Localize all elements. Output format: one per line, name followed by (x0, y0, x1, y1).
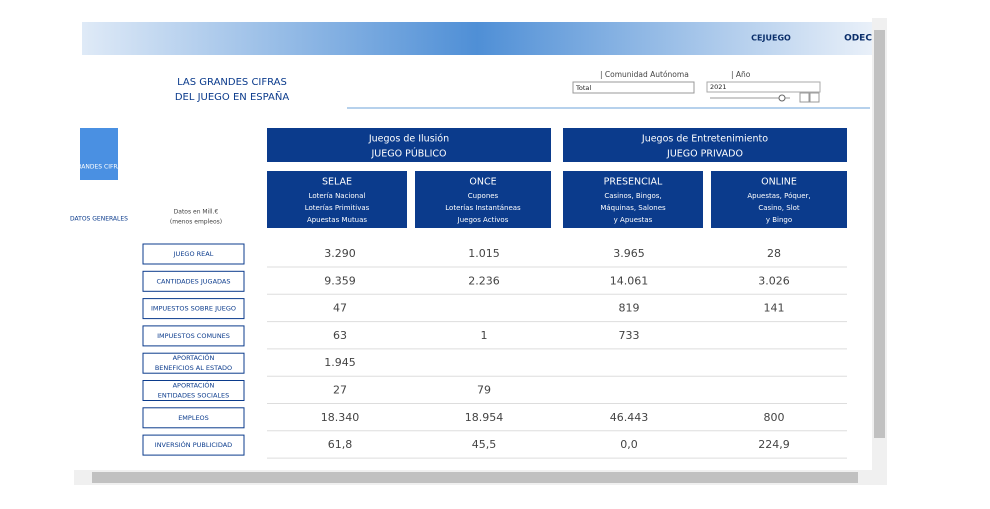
group-title: Juegos de Entretenimiento (641, 134, 768, 145)
row-label: ENTIDADES SOCIALES (158, 392, 230, 400)
column-detail: Máquinas, Salones (600, 204, 666, 212)
units: (menos empleos) (170, 219, 222, 226)
column-name: ONCE (469, 177, 496, 188)
column-detail: Juegos Activos (457, 216, 509, 224)
next[interactable] (809, 92, 820, 103)
cell: 3.965 (613, 247, 645, 260)
cell: 819 (619, 302, 640, 315)
column-name: PRESENCIAL (604, 177, 663, 188)
row-label-box[interactable] (142, 298, 245, 320)
column-detail: Apuestas Mutuas (307, 216, 367, 224)
prev[interactable] (799, 92, 810, 103)
column-detail: Apuestas, Póquer, (747, 192, 810, 200)
column-detail: Loterías Primitivas (305, 204, 370, 212)
column-detail: Lotería Nacional (309, 192, 366, 200)
year-input[interactable] (706, 81, 821, 93)
title: DEL JUEGO EN ESPAÑA (175, 90, 290, 103)
region-select[interactable] (572, 81, 695, 94)
column-detail: Cupones (468, 192, 499, 200)
row-label-box[interactable] (142, 352, 245, 374)
title: LAS GRANDES CIFRAS (177, 77, 287, 88)
sidebar-label[interactable]: GRANDES CIFRAS (73, 164, 126, 171)
row-label: IMPUESTOS COMUNES (157, 332, 230, 340)
cell: 79 (477, 384, 491, 397)
units: Datos en Mill.€ (174, 209, 219, 216)
filter-label: | Comunidad Autónoma (600, 70, 689, 79)
column-box (267, 171, 407, 228)
cell: 14.061 (610, 274, 649, 287)
column-box (563, 171, 703, 228)
cell: 733 (619, 329, 640, 342)
row-label: CANTIDADES JUGADAS (157, 277, 231, 285)
column-detail: Casinos, Bingos, (604, 192, 661, 200)
row-label: APORTACIÓN (173, 381, 215, 390)
row-label-box[interactable] (142, 270, 245, 292)
cell: 3.290 (324, 247, 356, 260)
sidebar-label[interactable]: DATOS GENERALES (70, 216, 128, 223)
column-detail: y Apuestas (614, 216, 653, 224)
column-box (711, 171, 847, 228)
row-label: IMPUESTOS SOBRE JUEGO (151, 305, 236, 313)
slider-knob[interactable] (778, 94, 786, 102)
row-label: INVERSIÓN PUBLICIDAD (155, 440, 232, 449)
cell: 63 (333, 329, 347, 342)
cell: 800 (764, 411, 785, 424)
cell: 0,0 (620, 438, 638, 451)
cell: 18.340 (321, 411, 360, 424)
group-title: JUEGO PRIVADO (666, 149, 743, 160)
cell: 27 (333, 384, 347, 397)
row-label-box[interactable] (142, 434, 245, 456)
group-title: Juegos de Ilusión (368, 134, 449, 145)
banner (82, 22, 872, 55)
row-label: BENEFICIOS AL ESTADO (155, 364, 232, 372)
cell: 61,8 (328, 438, 353, 451)
cell: 47 (333, 302, 347, 315)
column-name: SELAE (322, 177, 352, 188)
row-label-box[interactable] (142, 325, 245, 347)
column-box (415, 171, 551, 228)
row-label-box[interactable] (142, 380, 245, 401)
v-thumb[interactable] (874, 30, 885, 438)
logo2: ODEC (844, 34, 872, 44)
row-label-box[interactable] (142, 243, 245, 265)
sidebar-active[interactable] (80, 128, 118, 180)
logo: CEJUEGO (751, 34, 791, 43)
column-name: ONLINE (761, 177, 797, 188)
cell: 28 (767, 247, 781, 260)
row-label: EMPLEOS (178, 414, 209, 422)
row-label: JUEGO REAL (173, 250, 214, 258)
column-detail: Casino, Slot (758, 204, 800, 212)
cell: 9.359 (324, 274, 356, 287)
cell: 141 (764, 302, 785, 315)
cell: 45,5 (472, 438, 497, 451)
cell: 46.443 (610, 411, 649, 424)
column-detail: y Bingo (766, 216, 792, 224)
filter-value: 2021 (710, 83, 727, 91)
cell: 3.026 (758, 274, 790, 287)
cell: 18.954 (465, 411, 504, 424)
h-thumb[interactable] (92, 472, 858, 483)
filter-value: Total (575, 84, 591, 92)
column-detail: Loterías Instantáneas (445, 204, 521, 212)
cell: 1.945 (324, 356, 356, 369)
row-label-box[interactable] (142, 407, 245, 429)
group-title: JUEGO PÚBLICO (370, 148, 446, 160)
cell: 1.015 (468, 247, 500, 260)
group-box (563, 128, 847, 162)
group-box (267, 128, 551, 162)
cell: 2.236 (468, 274, 500, 287)
row-label: APORTACIÓN (173, 353, 215, 362)
cell: 224,9 (758, 438, 790, 451)
filter-label: | Año (731, 70, 751, 79)
cell: 1 (481, 329, 488, 342)
